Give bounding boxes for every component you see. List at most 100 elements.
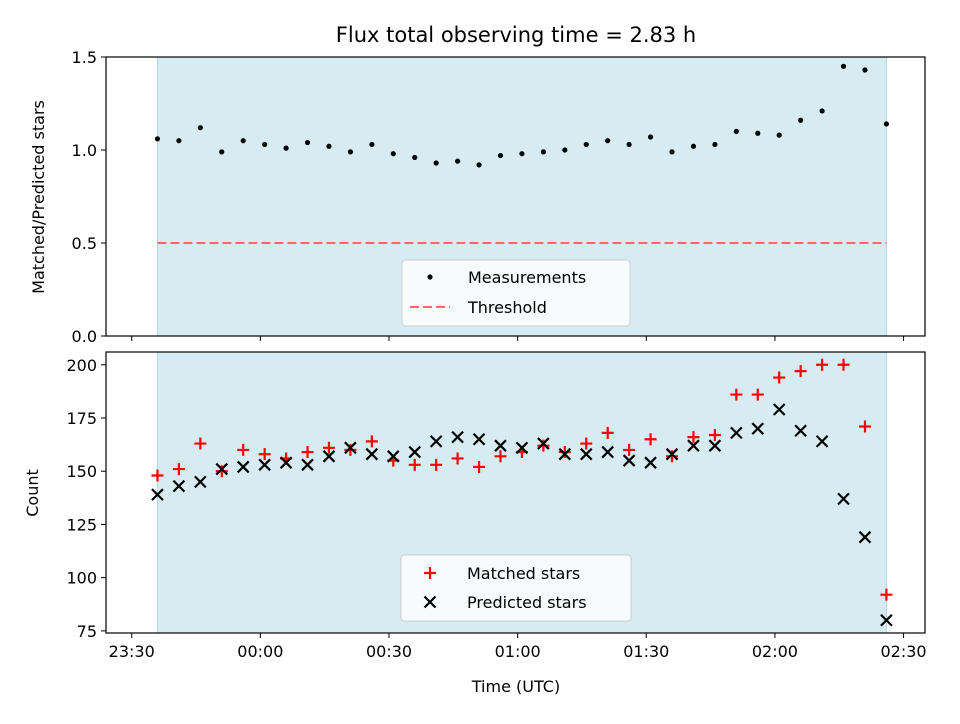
measurement-point bbox=[283, 145, 289, 151]
predicted-star-point bbox=[515, 441, 529, 455]
measurement-point bbox=[540, 149, 546, 155]
predicted-star-point bbox=[644, 456, 657, 469]
measurement-point bbox=[733, 128, 739, 134]
matched-star-point bbox=[322, 441, 335, 454]
predicted-star-point bbox=[858, 530, 872, 544]
predicted-star-point bbox=[579, 447, 593, 461]
axes-frame bbox=[105, 56, 926, 337]
measurement-point bbox=[776, 132, 782, 138]
predicted-star-point bbox=[387, 450, 400, 463]
matched-star-point bbox=[644, 433, 657, 446]
x-tick-label: 02:00 bbox=[752, 642, 798, 661]
predicted-star-point bbox=[215, 462, 229, 476]
predicted-star-point bbox=[472, 433, 486, 446]
matched-star-point bbox=[194, 437, 207, 450]
measurement-point bbox=[583, 141, 589, 148]
legend-predicted-label: Predicted stars bbox=[467, 593, 587, 612]
measurement-point bbox=[647, 134, 654, 140]
legend-predicted-marker bbox=[423, 595, 437, 609]
matched-star-point bbox=[430, 458, 443, 471]
matched-star-point bbox=[172, 463, 185, 476]
x-tick-label: 01:00 bbox=[495, 642, 541, 661]
predicted-star-point bbox=[558, 447, 572, 461]
predicted-star-point bbox=[730, 426, 743, 440]
y-tick-label: 0.0 bbox=[72, 327, 97, 346]
y-tick-label: 1.5 bbox=[72, 48, 97, 67]
bottom-legend: Matched stars Predicted stars bbox=[400, 554, 632, 622]
matched-star-point bbox=[344, 443, 357, 456]
measurement-point bbox=[197, 125, 203, 131]
matched-star-point bbox=[837, 358, 850, 371]
measurement-point bbox=[390, 151, 396, 157]
measurement-point bbox=[369, 141, 375, 148]
y-tick-label: 125 bbox=[66, 515, 97, 534]
matched-star-point bbox=[408, 458, 421, 471]
measurement-point bbox=[883, 121, 890, 127]
measurement-point bbox=[154, 136, 161, 142]
chart-title: Flux total observing time = 2.83 h bbox=[336, 23, 696, 47]
legend-measurement-marker bbox=[427, 274, 433, 280]
legend-matched-marker bbox=[424, 567, 436, 579]
matched-star-point bbox=[858, 420, 871, 433]
measurement-point bbox=[862, 67, 868, 73]
matched-star-point bbox=[687, 431, 700, 444]
y-tick-label: 200 bbox=[66, 356, 97, 375]
predicted-star-point bbox=[258, 458, 271, 472]
predicted-star-point bbox=[408, 445, 422, 459]
matched-star-point bbox=[580, 437, 593, 450]
matched-star-point bbox=[601, 426, 614, 439]
predicted-star-point bbox=[301, 458, 314, 472]
y-tick-label: 150 bbox=[66, 462, 97, 481]
legend-matched-label: Matched stars bbox=[467, 564, 580, 583]
x-axis-label: Time (UTC) bbox=[471, 677, 560, 696]
top-legend: Measurements Threshold bbox=[401, 259, 631, 327]
measurement-point bbox=[605, 138, 611, 144]
measurement-point bbox=[840, 63, 847, 69]
legend-box bbox=[401, 259, 631, 327]
measurement-point bbox=[347, 149, 354, 155]
y-tick-label: 100 bbox=[66, 569, 97, 588]
y-tick-label: 0.5 bbox=[72, 234, 97, 253]
x-tick-label: 02:30 bbox=[881, 642, 927, 661]
predicted-star-point bbox=[451, 430, 464, 444]
measurement-point bbox=[669, 149, 675, 155]
predicted-star-point bbox=[708, 439, 722, 452]
legend-threshold-label: Threshold bbox=[467, 298, 547, 317]
matched-star-point bbox=[451, 452, 464, 465]
matched-star-point bbox=[237, 443, 250, 456]
y-tick-label: 175 bbox=[66, 409, 97, 428]
measurement-point bbox=[219, 149, 225, 155]
predicted-star-point bbox=[322, 450, 336, 463]
matched-star-point bbox=[151, 469, 164, 482]
predicted-star-point bbox=[172, 479, 186, 493]
matched-star-point bbox=[365, 435, 378, 448]
matched-star-point bbox=[773, 371, 786, 384]
x-tick-label: 23:30 bbox=[109, 642, 155, 661]
measurement-point bbox=[433, 160, 439, 166]
predicted-star-point bbox=[772, 403, 786, 416]
predicted-star-point bbox=[344, 441, 357, 455]
matched-star-point bbox=[558, 446, 571, 459]
predicted-star-point bbox=[494, 439, 507, 452]
x-tick-label: 00:30 bbox=[366, 642, 412, 661]
bottom-y-axis-label: Count bbox=[23, 469, 42, 517]
predicted-star-point bbox=[537, 437, 550, 450]
predicted-star-point bbox=[687, 439, 700, 452]
matched-star-point bbox=[494, 450, 507, 463]
matched-star-point bbox=[730, 388, 743, 401]
matched-star-point bbox=[880, 588, 893, 601]
predicted-star-point bbox=[751, 422, 765, 435]
predicted-star-point bbox=[837, 492, 850, 506]
matched-star-point bbox=[301, 446, 314, 459]
predicted-star-point bbox=[279, 456, 293, 469]
legend-measurements-label: Measurements bbox=[468, 268, 586, 287]
measurement-point bbox=[626, 141, 632, 148]
top-panel: 0.0 0.5 1.0 1.5 Measurements Threshold bbox=[72, 48, 926, 346]
predicted-star-point bbox=[665, 447, 679, 461]
bottom-panel: 75 100 125 150 175 200 23:30 00:00 00:30 01:00 01:… bbox=[66, 351, 927, 661]
matched-star-point bbox=[623, 443, 636, 456]
matched-star-point bbox=[751, 388, 764, 401]
measurement-point bbox=[755, 130, 761, 136]
measurement-point bbox=[690, 143, 697, 149]
